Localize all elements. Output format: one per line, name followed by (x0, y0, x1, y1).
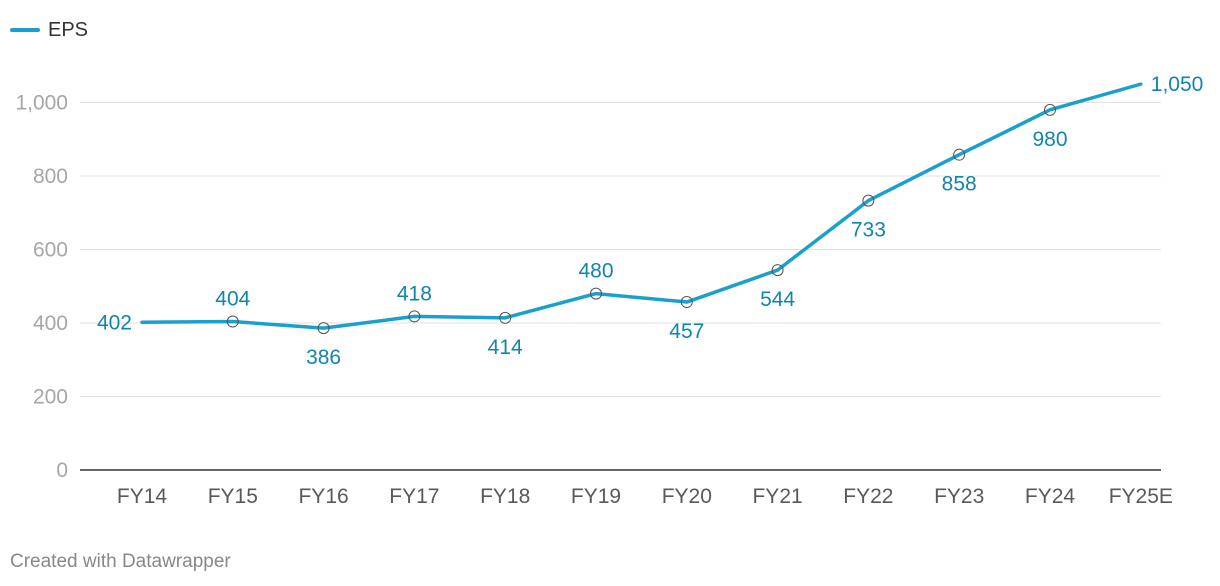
point-marker-fy16 (317, 322, 330, 335)
data-label-fy16: 386 (306, 346, 341, 369)
data-label-fy20: 457 (669, 320, 704, 343)
data-label-fy25e: 1,050 (1151, 73, 1204, 96)
x-tick-label-fy19: FY19 (571, 485, 621, 508)
x-tick-label-fy22: FY22 (843, 485, 893, 508)
y-tick-label-400: 400 (33, 312, 68, 335)
y-tick-label-800: 800 (33, 165, 68, 188)
data-label-fy22: 733 (851, 219, 886, 242)
x-tick-label-fy15: FY15 (208, 485, 258, 508)
x-tick-label-fy24: FY24 (1025, 485, 1076, 508)
data-label-fy14: 402 (97, 311, 132, 334)
point-marker-fy21 (771, 264, 784, 277)
x-tick-label-fy14: FY14 (117, 485, 168, 508)
legend-label-eps: EPS (48, 18, 89, 41)
y-tick-label-200: 200 (33, 386, 68, 409)
x-tick-label-fy16: FY16 (298, 485, 348, 508)
x-tick-label-fy23: FY23 (934, 485, 984, 508)
point-marker-fy22 (862, 194, 875, 207)
data-label-fy15: 404 (215, 288, 250, 311)
y-tick-label-600: 600 (33, 239, 68, 262)
data-label-fy24: 980 (1032, 128, 1067, 151)
data-label-fy19: 480 (578, 260, 613, 283)
legend: EPS (10, 18, 88, 42)
point-marker-fy19 (590, 287, 602, 300)
x-tick-label-fy18: FY18 (480, 485, 530, 508)
data-label-fy23: 858 (942, 173, 977, 196)
footer-credit: Created with Datawrapper (10, 551, 231, 572)
series-line-eps (140, 82, 1143, 330)
point-marker-fy15 (226, 315, 239, 328)
point-marker-fy23 (953, 148, 966, 161)
point-marker-fy20 (680, 296, 693, 309)
data-label-fy21: 544 (760, 288, 795, 311)
point-marker-fy18 (499, 311, 512, 324)
x-tick-label-fy21: FY21 (752, 485, 802, 508)
x-tick-label-fy17: FY17 (389, 485, 439, 508)
data-label-fy18: 414 (488, 336, 523, 359)
legend-swatch-eps (10, 28, 40, 32)
point-marker-fy17 (408, 310, 421, 323)
y-tick-label-0: 0 (56, 459, 68, 482)
y-tick-label-1000: 1,000 (15, 92, 68, 115)
point-marker-fy24 (1044, 103, 1056, 116)
x-tick-label-fy20: FY20 (662, 485, 712, 508)
x-tick-label-fy25e: FY25E (1109, 485, 1173, 508)
data-label-fy17: 418 (397, 282, 432, 305)
